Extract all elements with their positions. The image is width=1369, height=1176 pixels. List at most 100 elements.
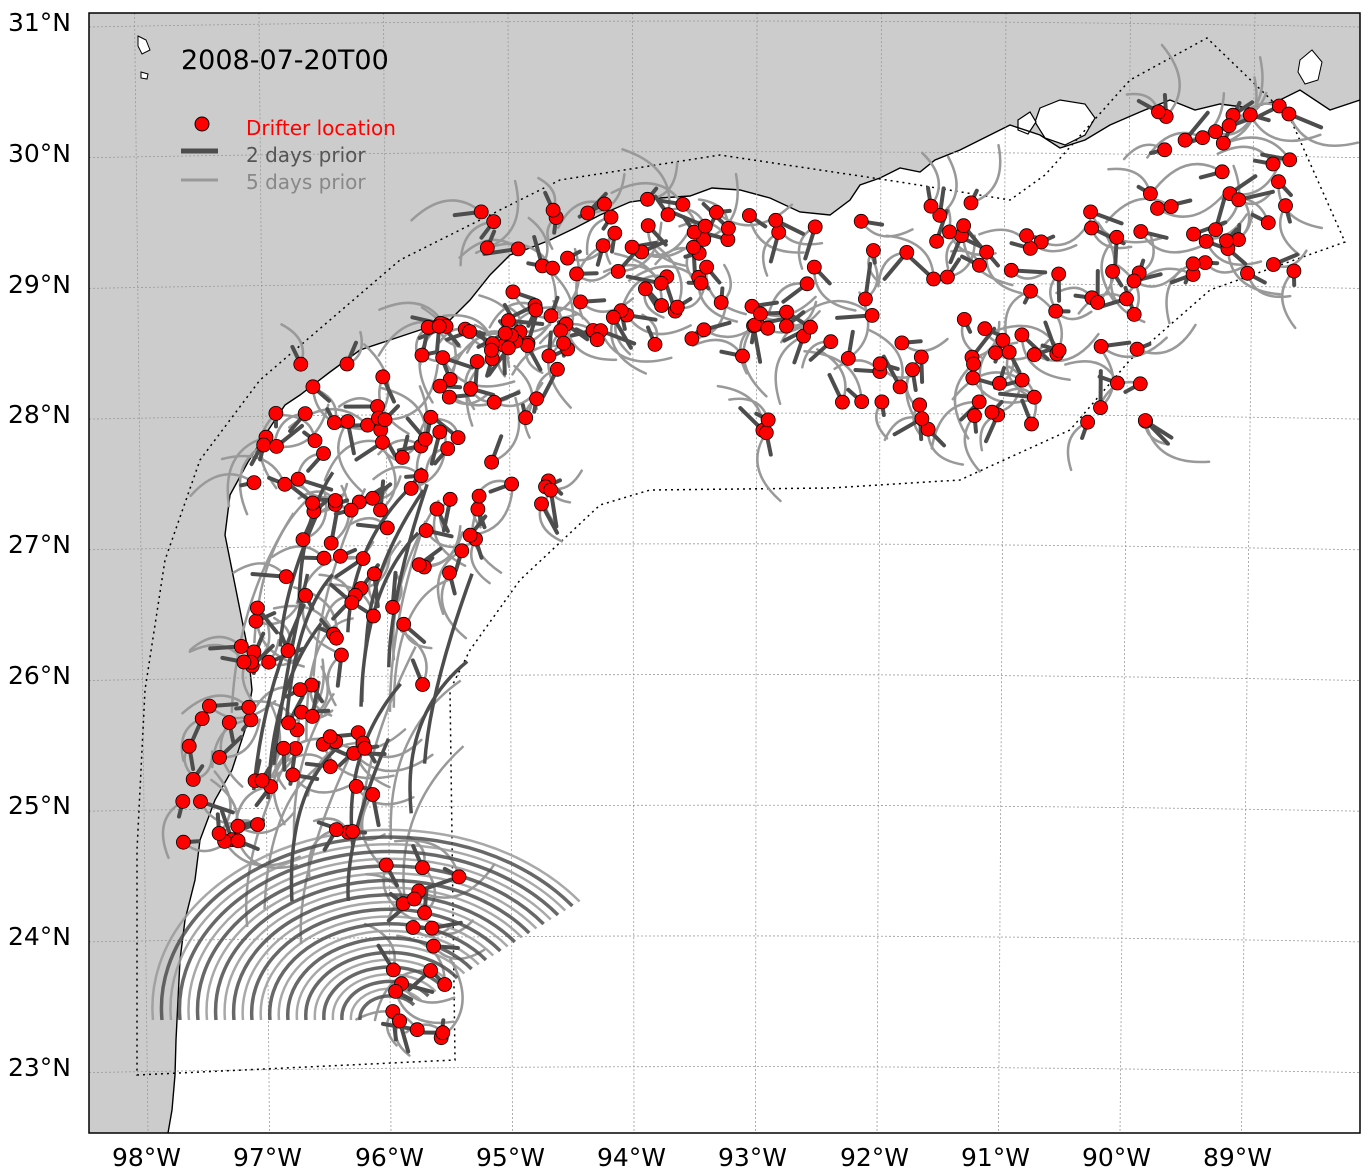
- drifter-marker: [545, 260, 560, 276]
- drifter-marker: [373, 502, 388, 518]
- timestamp-label: 2008-07-20T00: [181, 45, 389, 76]
- track-5-day: [486, 179, 520, 250]
- drifter-marker: [435, 1025, 451, 1041]
- drifter-marker: [463, 381, 479, 397]
- drifter-marker: [1090, 295, 1105, 310]
- drifter-marker: [569, 266, 584, 282]
- drifter-marker: [913, 349, 929, 365]
- drift-track: [408, 660, 469, 814]
- drifter-marker: [1080, 414, 1095, 430]
- drifter-marker: [343, 502, 359, 518]
- track-5-day: [415, 430, 442, 499]
- drifter-marker: [211, 826, 227, 841]
- drifter-marker: [473, 204, 489, 220]
- drifter-marker: [322, 759, 338, 775]
- drifter-marker: [1231, 192, 1247, 208]
- drifter-marker: [469, 354, 485, 369]
- drifter-marker: [406, 891, 422, 907]
- legend-5day-label: 5 days prior: [246, 170, 366, 194]
- track-5-day: [226, 435, 268, 508]
- drifter-marker: [1219, 233, 1234, 249]
- drifter-marker: [1084, 220, 1099, 236]
- drifter-marker: [624, 239, 640, 255]
- drifter-marker: [394, 449, 410, 465]
- drifter-marker: [355, 551, 371, 566]
- eddy-track: [151, 828, 581, 1021]
- drifter-marker: [435, 350, 451, 366]
- drift-track: [391, 499, 441, 661]
- drifter-marker: [1221, 118, 1237, 134]
- drifter-marker: [758, 425, 774, 441]
- drifter-marker: [1215, 135, 1231, 151]
- drifter-marker: [940, 269, 955, 285]
- drifter-marker: [470, 501, 486, 517]
- drifter-marker: [914, 411, 930, 427]
- drift-track: [299, 745, 356, 945]
- track-5-day: [393, 839, 461, 879]
- drifter-marker: [471, 488, 487, 504]
- drifter-marker: [437, 977, 453, 992]
- drift-track: [292, 692, 336, 840]
- drifter-marker: [1266, 257, 1281, 272]
- drifter-marker: [742, 208, 757, 223]
- drifter-marker: [414, 347, 430, 363]
- drifter-marker: [357, 740, 373, 756]
- drifter-marker: [175, 834, 191, 850]
- drifter-marker: [365, 490, 381, 506]
- drifter-marker: [1240, 265, 1255, 281]
- drifter-marker: [1119, 291, 1134, 307]
- drifter-marker: [392, 1013, 408, 1029]
- drifter-marker: [966, 356, 981, 372]
- drifter-marker: [696, 322, 712, 338]
- drifter-marker: [1033, 234, 1049, 250]
- drifter-marker: [1026, 389, 1042, 405]
- drifter-marker: [693, 275, 709, 291]
- drift-track: [387, 483, 429, 668]
- drifter-marker: [779, 318, 794, 334]
- eddy-track: [286, 936, 473, 1021]
- drifter-marker: [298, 588, 313, 603]
- drifter-marker: [979, 244, 994, 260]
- drifter-marker: [375, 434, 390, 450]
- drifter-marker: [181, 738, 197, 754]
- drifter-marker: [246, 475, 262, 491]
- drifter-marker: [340, 414, 356, 429]
- drifter-marker: [660, 207, 676, 223]
- track-5-day: [1287, 112, 1360, 147]
- drifter-marker: [992, 375, 1007, 391]
- drifter-marker: [560, 250, 575, 266]
- drifter-marker: [965, 370, 981, 386]
- drifter-marker: [713, 295, 729, 310]
- drifter-marker: [1019, 228, 1034, 244]
- drifter-marker: [333, 647, 349, 663]
- drifter-marker: [823, 334, 839, 350]
- drifter-marker: [413, 468, 429, 484]
- drifter-marker: [221, 715, 237, 730]
- eddy-track: [187, 857, 552, 1021]
- drifter-marker: [440, 441, 456, 457]
- drifter-marker: [760, 412, 776, 428]
- legend: Drifter location 2 days prior 5 days pri…: [181, 116, 396, 194]
- drifter-marker: [442, 565, 457, 581]
- drifter-marker: [429, 501, 445, 517]
- plot-frame: [88, 12, 1361, 1134]
- legend-drifter-marker: [194, 116, 210, 132]
- legend-drifter-label: Drifter location: [246, 116, 396, 140]
- drifter-marker: [1265, 156, 1281, 172]
- drifter-marker: [853, 213, 869, 229]
- drifter-marker: [709, 204, 724, 220]
- drifter-marker: [442, 371, 458, 387]
- legend-2day-label: 2 days prior: [246, 143, 366, 167]
- drifter-marker: [385, 962, 401, 978]
- drifter-marker: [344, 595, 360, 610]
- drifter-marker: [505, 284, 521, 300]
- track-5-day: [621, 148, 671, 216]
- drifter-marker: [675, 196, 691, 212]
- drifter-marker: [872, 356, 888, 372]
- drifter-marker: [261, 654, 277, 670]
- drifter-marker: [1242, 107, 1258, 123]
- drifter-marker: [972, 257, 987, 273]
- drifter-marker: [230, 833, 246, 849]
- track-5-day: [547, 329, 572, 409]
- drifter-marker: [323, 535, 339, 551]
